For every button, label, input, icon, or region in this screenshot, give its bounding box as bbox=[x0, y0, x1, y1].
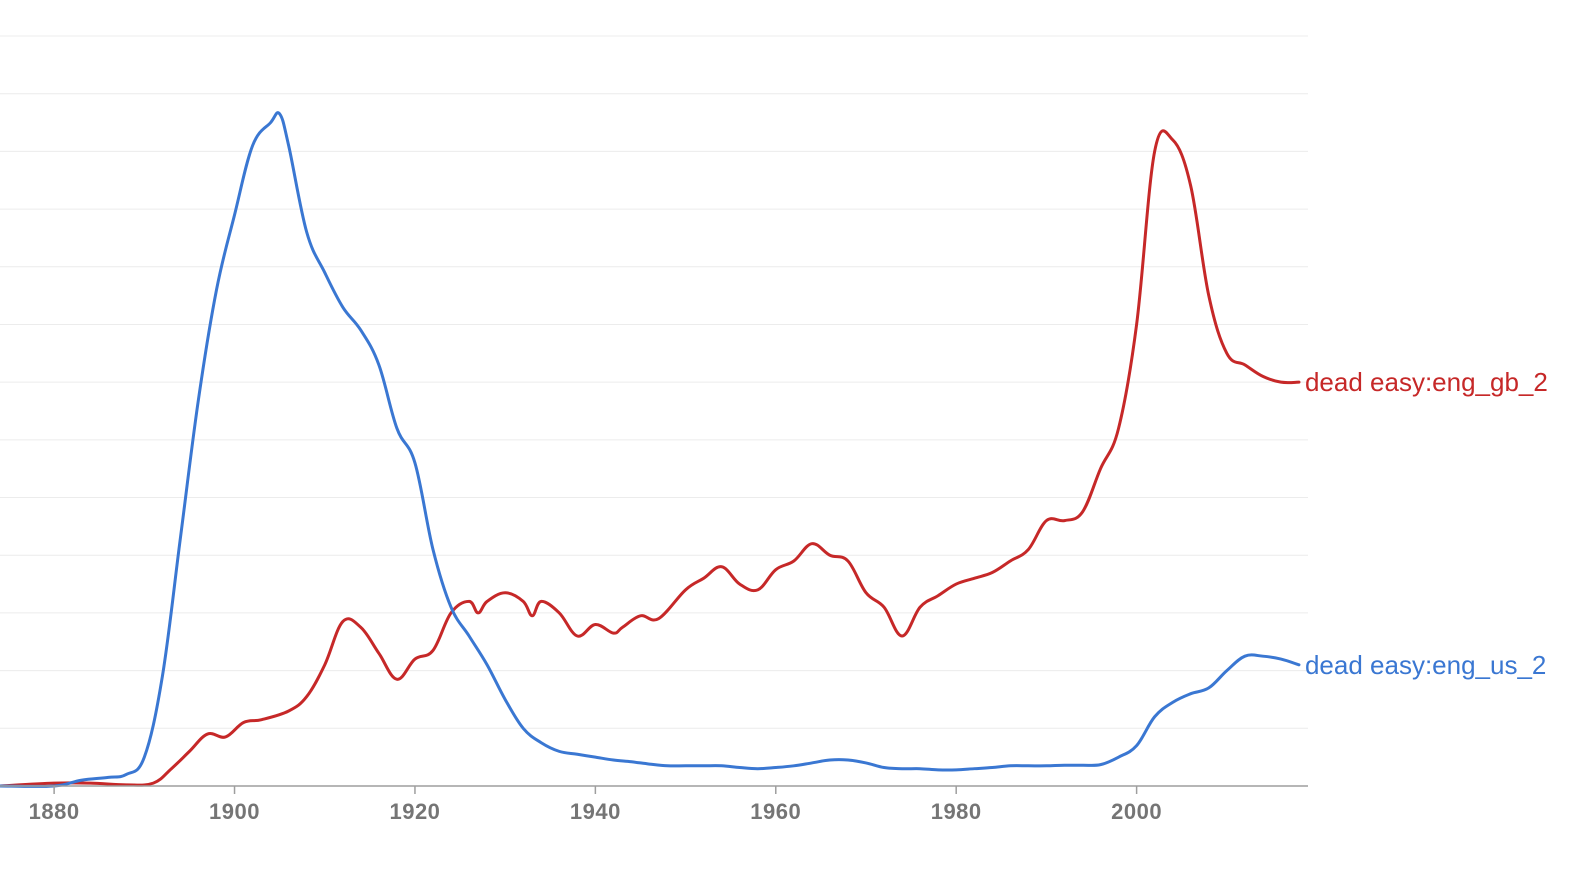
x-tick-label: 1940 bbox=[570, 799, 621, 824]
x-tick-label: 1900 bbox=[209, 799, 260, 824]
series-label-1: dead easy:eng_us_2 bbox=[1305, 650, 1546, 680]
series-line-1 bbox=[0, 111, 1301, 788]
series-label-0: dead easy:eng_gb_2 bbox=[1305, 367, 1548, 397]
series-layer bbox=[0, 111, 1301, 788]
x-tick-label: 1920 bbox=[389, 799, 440, 824]
x-tick-label: 1960 bbox=[750, 799, 801, 824]
x-axis: 1880 1900 1920 1940 1960 1980 2000 bbox=[0, 785, 1308, 824]
series-line-0 bbox=[0, 129, 1301, 788]
grid-layer bbox=[0, 35, 1308, 729]
x-tick-label: 1980 bbox=[931, 799, 982, 824]
x-tick-label: 1880 bbox=[29, 799, 80, 824]
x-tick-label: 2000 bbox=[1111, 799, 1162, 824]
